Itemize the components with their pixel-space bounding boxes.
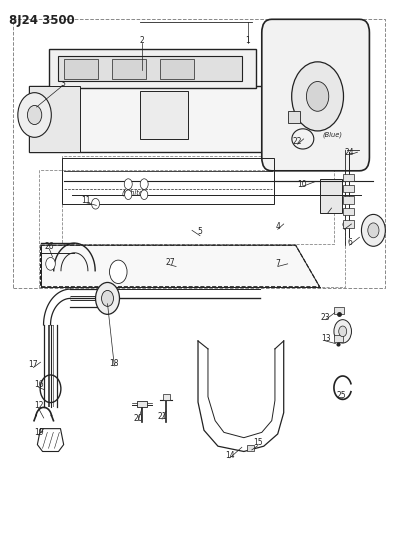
Text: 27: 27 bbox=[165, 258, 175, 266]
Bar bbox=[343, 196, 354, 204]
Circle shape bbox=[334, 320, 352, 343]
Text: 1: 1 bbox=[246, 36, 250, 45]
Circle shape bbox=[46, 257, 55, 270]
Circle shape bbox=[28, 106, 42, 125]
Bar bbox=[64, 59, 98, 79]
Circle shape bbox=[141, 190, 148, 199]
Bar bbox=[343, 208, 354, 215]
Text: 21: 21 bbox=[157, 412, 167, 421]
Bar bbox=[28, 86, 80, 152]
Circle shape bbox=[102, 290, 114, 306]
Bar bbox=[288, 111, 300, 123]
Circle shape bbox=[125, 190, 132, 199]
Text: 20: 20 bbox=[134, 414, 143, 423]
Text: 18: 18 bbox=[110, 359, 119, 368]
Text: 14: 14 bbox=[225, 451, 235, 460]
Text: 23: 23 bbox=[321, 312, 330, 321]
Bar bbox=[38, 169, 346, 287]
Circle shape bbox=[140, 179, 148, 189]
Bar bbox=[320, 179, 342, 213]
Bar bbox=[112, 59, 146, 79]
Text: 16: 16 bbox=[34, 380, 43, 389]
Text: 22: 22 bbox=[293, 137, 302, 146]
Bar bbox=[160, 59, 194, 79]
Circle shape bbox=[306, 82, 329, 111]
Bar bbox=[343, 220, 354, 228]
Bar bbox=[343, 174, 354, 181]
Text: 4: 4 bbox=[275, 222, 280, 231]
Text: 25: 25 bbox=[337, 391, 346, 400]
Text: 9: 9 bbox=[342, 222, 347, 231]
Circle shape bbox=[110, 260, 127, 284]
Bar bbox=[140, 91, 188, 139]
Text: 6: 6 bbox=[347, 238, 352, 247]
Text: 12: 12 bbox=[34, 401, 43, 410]
Text: 8: 8 bbox=[325, 206, 330, 215]
Text: 2: 2 bbox=[140, 36, 144, 45]
Circle shape bbox=[362, 214, 385, 246]
Text: (White): (White) bbox=[122, 190, 146, 197]
Circle shape bbox=[368, 223, 379, 238]
Bar bbox=[334, 335, 343, 342]
Circle shape bbox=[18, 93, 51, 138]
Circle shape bbox=[92, 198, 100, 209]
Text: 8J24 3500: 8J24 3500 bbox=[9, 14, 74, 27]
Polygon shape bbox=[40, 245, 320, 287]
Circle shape bbox=[292, 62, 344, 131]
Bar bbox=[48, 49, 256, 88]
Text: 11: 11 bbox=[82, 196, 91, 205]
Text: 7: 7 bbox=[275, 260, 280, 268]
Bar bbox=[247, 445, 254, 451]
Bar bbox=[13, 19, 385, 288]
Bar bbox=[162, 394, 170, 400]
Text: 15: 15 bbox=[253, 439, 263, 448]
Bar bbox=[58, 56, 242, 82]
Circle shape bbox=[96, 282, 120, 314]
FancyBboxPatch shape bbox=[28, 86, 276, 152]
Bar bbox=[62, 157, 334, 244]
Text: (Blue): (Blue) bbox=[322, 132, 342, 138]
Bar bbox=[334, 307, 344, 314]
Bar bbox=[343, 184, 354, 192]
Text: 5: 5 bbox=[198, 228, 202, 237]
Text: 26: 26 bbox=[44, 242, 54, 251]
Text: 3: 3 bbox=[60, 78, 65, 87]
Text: 19: 19 bbox=[34, 428, 43, 437]
Circle shape bbox=[339, 326, 347, 337]
Bar bbox=[137, 401, 147, 407]
FancyBboxPatch shape bbox=[262, 19, 370, 171]
Circle shape bbox=[124, 179, 132, 189]
Text: 17: 17 bbox=[28, 360, 38, 369]
Text: 10: 10 bbox=[297, 180, 306, 189]
Text: 13: 13 bbox=[321, 334, 330, 343]
Text: 24: 24 bbox=[345, 148, 354, 157]
